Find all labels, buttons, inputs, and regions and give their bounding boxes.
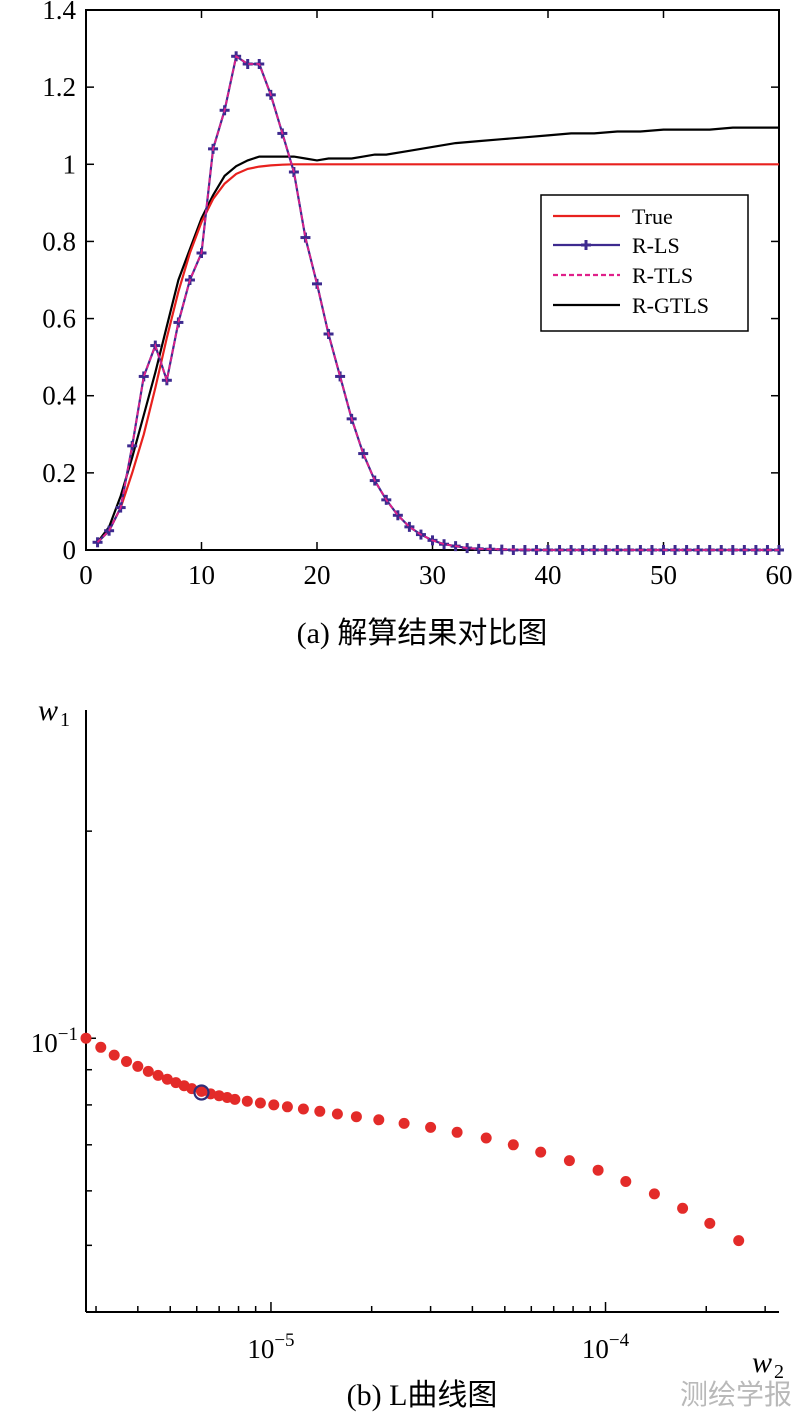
panel-b-ticks <box>86 830 766 1313</box>
legend-box <box>540 194 749 332</box>
x-tick-label-1e-4-base: 10 <box>582 1334 609 1364</box>
l-curve-point <box>281 1101 293 1113</box>
l-curve-point <box>480 1132 492 1144</box>
l-curve-point <box>507 1139 519 1151</box>
r-ls-marker <box>404 521 415 532</box>
panel-a-tick-labels: 0 10 20 30 40 50 60 0 0.2 0.4 0.6 0.8 1 1.2 1.4 <box>42 0 792 590</box>
x-tick-label: 30 <box>419 560 446 590</box>
y-tick-label-1e-1-exponent: −1 <box>58 1024 78 1045</box>
panel-a-caption: (a) 解算结果对比图 <box>297 617 548 650</box>
l-curve-point <box>142 1065 154 1077</box>
legend-label-r-tls: R-TLS <box>632 263 693 288</box>
l-curve-point <box>95 1041 107 1053</box>
l-curve-point <box>121 1056 132 1067</box>
l-curve-point <box>648 1188 660 1200</box>
l-curve-point <box>314 1105 326 1117</box>
l-curve-point <box>398 1117 410 1129</box>
l-curve-point <box>161 1073 173 1085</box>
panel-a-line-chart: 0 10 20 30 40 50 60 0 0.2 0.4 0.6 0.8 1 1.2 1.4 True R-… <box>42 0 792 650</box>
panel-b-points <box>80 1032 745 1247</box>
l-curve-point <box>425 1121 437 1133</box>
x-tick-label: 60 <box>766 560 793 590</box>
x-tick-label-1e-5-base: 10 <box>247 1334 274 1364</box>
l-curve-point <box>704 1217 716 1229</box>
panel-b-tick-labels: 10−5 10−410−1 <box>31 1024 630 1364</box>
y-tick-label: 0.6 <box>42 304 76 334</box>
series-line-r-tls <box>96 54 779 551</box>
y-tick-label: 0 <box>63 535 77 565</box>
y-tick-label-1e-1-base: 10 <box>31 1028 58 1058</box>
x-tick-label: 10 <box>188 560 215 590</box>
x-tick-label: 50 <box>650 560 677 590</box>
panel-a-series <box>92 51 784 555</box>
x-tick-label: 0 <box>79 560 93 590</box>
l-curve-point <box>132 1060 144 1072</box>
l-curve-point <box>592 1164 604 1176</box>
legend-label-r-gtls: R-GTLS <box>632 293 709 318</box>
y-tick-label: 1.2 <box>42 72 76 102</box>
l-curve-point <box>373 1114 385 1126</box>
l-curve-point <box>535 1146 547 1158</box>
l-curve-point <box>677 1202 689 1214</box>
x-tick-label-1e-5-exponent: −5 <box>274 1330 294 1351</box>
r-ls-marker <box>358 448 369 459</box>
x-tick-label-1e-5: 10−5 <box>247 1330 294 1364</box>
l-curve-point <box>350 1111 362 1123</box>
x-tick-label: 40 <box>535 560 562 590</box>
l-curve-point <box>297 1103 309 1115</box>
y-tick-label: 0.2 <box>42 458 76 488</box>
l-curve-point <box>196 1085 207 1097</box>
y-tick-label: 1 <box>63 149 77 179</box>
l-curve-corner-point <box>193 1084 210 1101</box>
series-line-r-gtls <box>96 126 779 543</box>
l-curve-point <box>152 1069 164 1081</box>
l-curve-point <box>563 1155 575 1167</box>
series-line-true <box>96 163 779 544</box>
l-curve-point <box>80 1032 92 1044</box>
l-curve-point <box>241 1095 253 1107</box>
l-curve-point <box>733 1235 745 1247</box>
y-tick-label-1e-1: 10−1 <box>31 1024 78 1058</box>
l-curve-point <box>268 1099 280 1111</box>
y-tick-label: 0.8 <box>42 226 76 256</box>
x-tick-label-1e-4: 10−4 <box>582 1330 630 1364</box>
r-ls-marker <box>335 371 346 382</box>
y-tick-label: 0.4 <box>42 381 76 411</box>
panel-b-caption: (b) L曲线图 <box>347 1379 498 1412</box>
l-curve-point <box>108 1049 120 1061</box>
r-ls-marker <box>392 510 403 521</box>
l-curve-point <box>620 1176 632 1187</box>
legend-label-true: True <box>632 204 673 229</box>
panel-a-legend: True R-LS R-TLS R-GTLS <box>540 194 749 332</box>
x-tick-label-1e-4-exponent: −4 <box>609 1330 630 1351</box>
l-curve-point <box>331 1108 343 1120</box>
y-tick-label: 1.4 <box>42 0 76 25</box>
l-curve-point <box>229 1093 241 1105</box>
l-curve-point <box>451 1126 463 1138</box>
l-curve-point <box>254 1097 266 1109</box>
watermark-text: 测绘学报 <box>680 1378 792 1411</box>
legend-label-r-ls: R-LS <box>632 233 680 258</box>
x-tick-label: 20 <box>304 560 331 590</box>
